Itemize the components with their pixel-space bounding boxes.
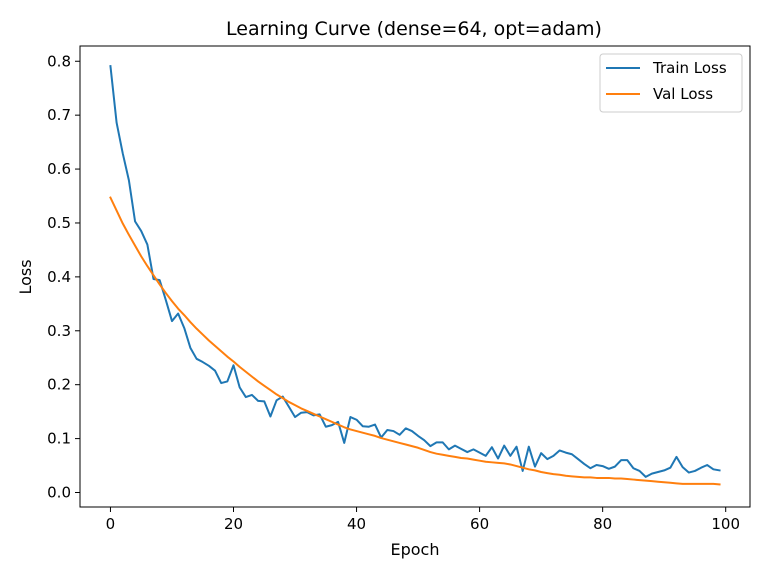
chart-title: Learning Curve (dense=64, opt=adam) xyxy=(226,18,602,40)
y-tick-label: 0.1 xyxy=(47,430,71,448)
train-loss-line xyxy=(109,65,721,478)
y-tick-label: 0.0 xyxy=(47,483,71,501)
y-tick-label: 0.7 xyxy=(47,106,71,124)
x-tick-label: 20 xyxy=(224,515,243,533)
y-tick-label: 0.3 xyxy=(47,322,71,340)
y-axis-label: Loss xyxy=(16,259,35,294)
legend: Train Loss Val Loss xyxy=(599,53,743,113)
legend-label-train-loss: Train Loss xyxy=(652,59,727,77)
axis-ticks: 0 20 40 60 80 100 0.0 0.1 0.2 0.3 0.4 0.5 0.6 0.7 0.8 xyxy=(47,52,740,533)
x-tick-label: 100 xyxy=(711,515,740,533)
y-tick-label: 0.6 xyxy=(47,160,71,178)
x-tick-label: 60 xyxy=(470,515,489,533)
y-tick-label: 0.8 xyxy=(47,52,71,70)
legend-label-val-loss: Val Loss xyxy=(653,85,713,103)
y-tick-label: 0.5 xyxy=(47,214,71,232)
x-tick-label: 40 xyxy=(347,515,366,533)
val-loss-line xyxy=(109,196,721,486)
plot-area xyxy=(109,65,721,486)
x-axis-label: Epoch xyxy=(391,540,440,559)
x-tick-label: 80 xyxy=(593,515,612,533)
x-tick-label: 0 xyxy=(106,515,116,533)
y-tick-label: 0.2 xyxy=(47,376,71,394)
y-tick-label: 0.4 xyxy=(47,268,71,286)
